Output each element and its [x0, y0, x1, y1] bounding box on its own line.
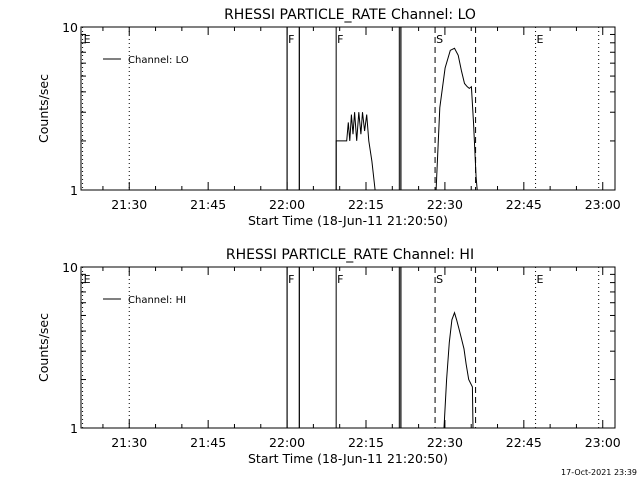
x-tick-label: 21:30 — [111, 435, 147, 450]
series-line — [286, 26, 478, 191]
x-tick-label: 22:15 — [348, 435, 384, 450]
series-line — [286, 266, 474, 429]
legend-label: Channel: LO — [128, 55, 189, 66]
x-tick-label: 23:00 — [585, 435, 621, 450]
x-tick-label: 22:00 — [269, 197, 305, 212]
event-marker-label: F — [288, 33, 294, 46]
chart-title: RHESSI PARTICLE_RATE Channel: LO — [224, 7, 476, 23]
event-marker-label: E — [84, 33, 91, 46]
y-axis-label: Counts/sec — [36, 313, 51, 382]
event-marker-label: S — [436, 273, 443, 286]
chart-title: RHESSI PARTICLE_RATE Channel: HI — [226, 247, 474, 263]
plot-frame — [80, 26, 616, 191]
x-tick-label: 22:45 — [506, 435, 542, 450]
footer-timestamp: 17-Oct-2021 23:39 — [561, 468, 637, 477]
event-marker-label: S — [436, 33, 443, 46]
event-marker-label: E — [84, 273, 91, 286]
x-tick-label: 22:00 — [269, 435, 305, 450]
y-tick-label: 10 — [62, 260, 78, 275]
event-marker-label: F — [337, 33, 343, 46]
event-marker-label: E — [537, 273, 544, 286]
panel-hi: RHESSI PARTICLE_RATE Channel: HI E F F S E 21:… — [36, 247, 621, 466]
x-tick-label: 21:30 — [111, 197, 147, 212]
x-tick-label: 22:45 — [506, 197, 542, 212]
x-tick-label: 22:30 — [427, 197, 463, 212]
x-tick-label: 22:15 — [348, 197, 384, 212]
x-axis-label: Start Time (18-Jun-11 21:20:50) — [248, 213, 448, 228]
y-axis-label: Counts/sec — [36, 74, 51, 143]
y-tick-label: 1 — [70, 183, 78, 198]
event-marker-label: E — [537, 33, 544, 46]
y-tick-label: 10 — [62, 20, 78, 35]
x-tick-label: 21:45 — [190, 435, 226, 450]
x-tick-label: 22:30 — [427, 435, 463, 450]
panel-lo: RHESSI PARTICLE_RATE Channel: LO E F F S E 21:… — [36, 7, 621, 228]
x-tick-label: 23:00 — [585, 197, 621, 212]
x-tick-label: 21:45 — [190, 197, 226, 212]
x-axis-label: Start Time (18-Jun-11 21:20:50) — [248, 451, 448, 466]
event-marker-label: F — [288, 273, 294, 286]
legend-label: Channel: HI — [128, 295, 186, 306]
y-tick-label: 1 — [70, 421, 78, 436]
plot-frame — [80, 266, 616, 429]
event-marker-label: F — [337, 273, 343, 286]
